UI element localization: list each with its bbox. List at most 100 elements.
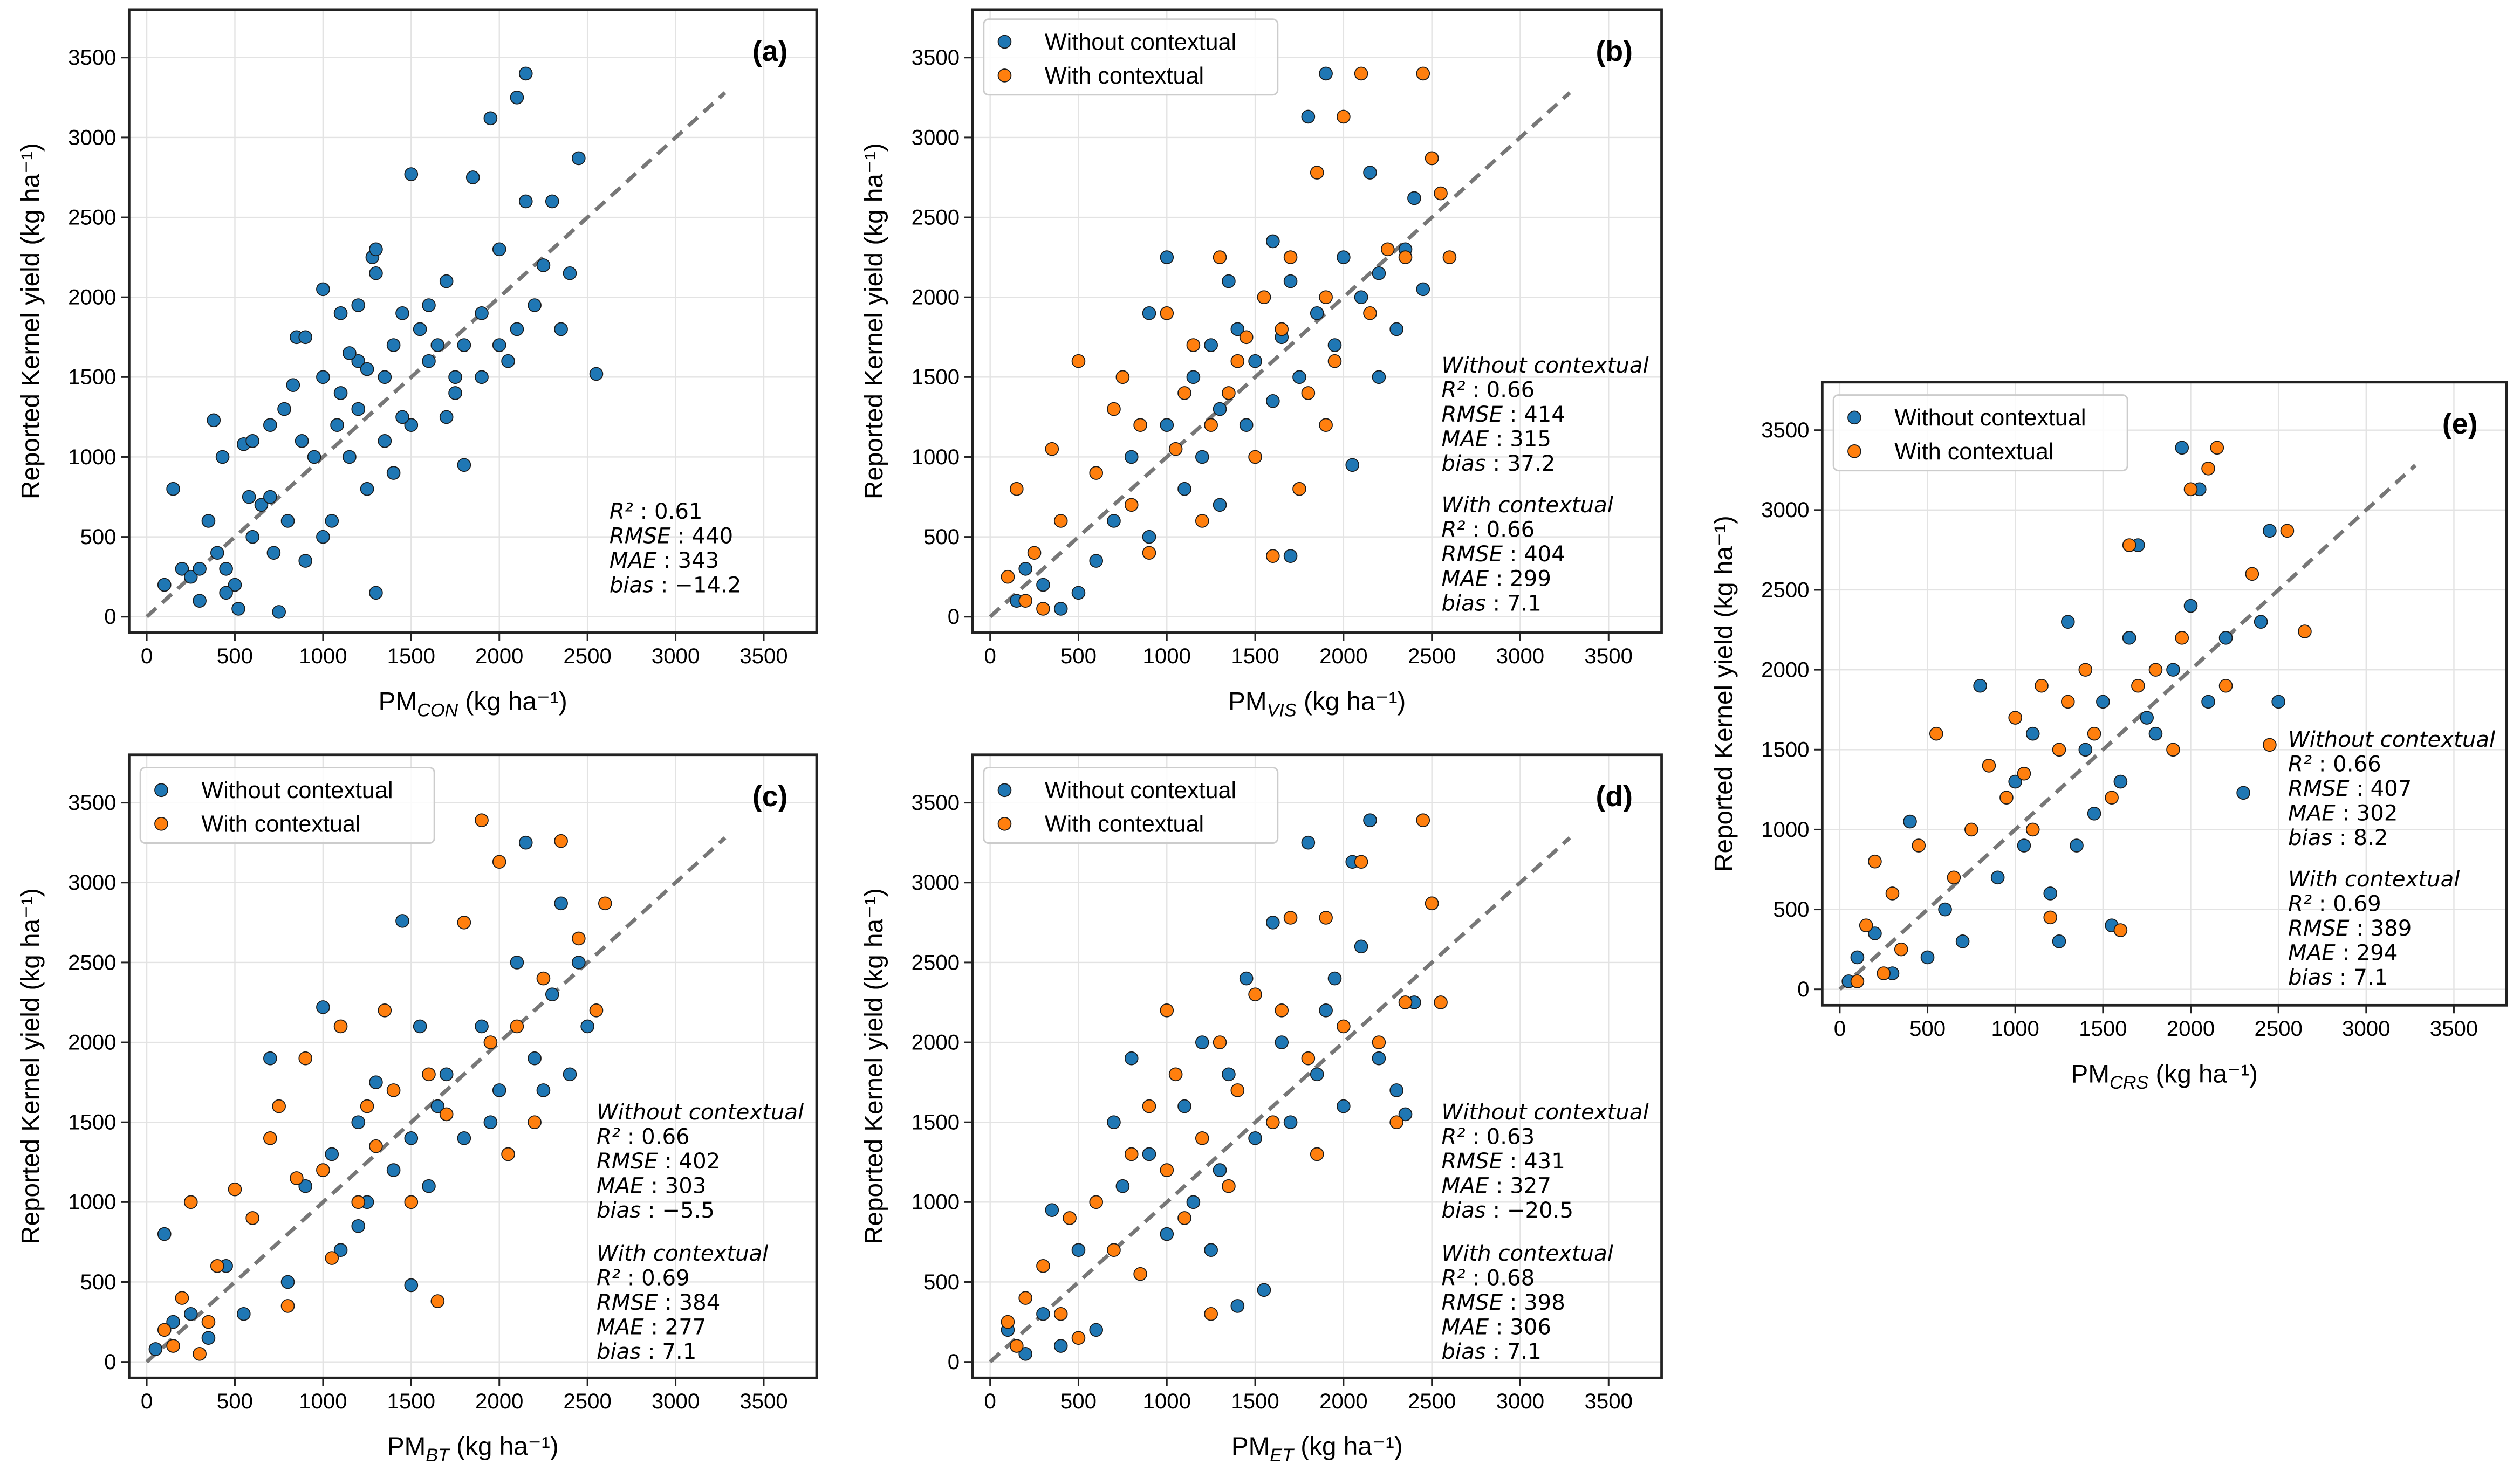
panel-e: 0 0 500 500 1000 1000 1500 1500 2000 2000 2500 2500… (1710, 381, 2508, 1093)
data-point (1248, 1131, 1262, 1145)
data-point (1425, 151, 1439, 166)
y-tick-label: 3000 (912, 870, 960, 895)
stat-label: MAE (610, 548, 657, 573)
data-point (245, 434, 259, 448)
data-point (2060, 695, 2075, 709)
stats-title: With contextual (1442, 1241, 1613, 1266)
stat-bias: bias : 7.1 (2288, 965, 2388, 990)
data-point (272, 1099, 286, 1113)
data-point (1195, 514, 1209, 528)
stats-title: Without contextual (597, 1100, 804, 1125)
data-point (1319, 1003, 1333, 1018)
data-point (242, 490, 256, 504)
stat-value: 407 (2371, 776, 2412, 801)
y-tick-label: 1000 (1761, 817, 1809, 842)
data-point (2078, 663, 2093, 677)
data-point (280, 1299, 295, 1313)
data-point (228, 1182, 242, 1197)
data-point (492, 855, 506, 869)
data-point (589, 1003, 604, 1018)
series-without-contextual (157, 66, 604, 619)
x-axis-label: PMBT (kg ha⁻¹) (387, 1432, 559, 1466)
data-point (395, 410, 409, 424)
stat-label: bias (597, 1198, 641, 1223)
data-point (457, 1131, 471, 1145)
data-point (1850, 974, 1865, 988)
data-point (1186, 370, 1201, 384)
data-point (219, 586, 233, 600)
stat-separator: : (1503, 1290, 1524, 1315)
data-point (1345, 458, 1360, 472)
data-point (1266, 916, 1280, 930)
x-tick-label: 2000 (2167, 1016, 2215, 1041)
data-point (475, 306, 489, 320)
data-point (369, 586, 383, 600)
data-point (1248, 354, 1262, 368)
data-point (1213, 498, 1227, 512)
data-point (1071, 1243, 1086, 1257)
stat-separator: : (1466, 1124, 1487, 1149)
stat-label: bias (1442, 1339, 1486, 1364)
stat-value: −20.5 (1507, 1198, 1573, 1223)
data-point (231, 602, 245, 616)
stat-bias: bias : 37.2 (1442, 451, 1556, 476)
stat-separator: : (620, 1266, 641, 1290)
data-point (1425, 896, 1439, 911)
data-point (510, 1019, 524, 1034)
stat-label: RMSE (1442, 542, 1503, 567)
data-point (1292, 482, 1306, 496)
data-point (1239, 418, 1254, 432)
y-tick-label: 3500 (68, 791, 116, 815)
data-point (1354, 290, 1368, 304)
data-point (2008, 774, 2023, 789)
data-point (1389, 1083, 1403, 1097)
stat-label: MAE (1442, 1173, 1489, 1198)
data-point (193, 1347, 207, 1361)
stat-value: 384 (679, 1290, 721, 1315)
data-point (404, 1131, 419, 1145)
data-point (1337, 250, 1351, 264)
data-point (333, 1019, 348, 1034)
stat-label: R² (597, 1124, 620, 1149)
stat-value: 299 (1510, 567, 1551, 592)
data-point (1107, 514, 1121, 528)
data-point (193, 562, 207, 576)
stat-rmse: RMSE : 414 (1442, 402, 1565, 427)
data-point (369, 1139, 383, 1153)
data-point (1301, 835, 1316, 850)
data-point (351, 1219, 366, 1233)
data-point (343, 346, 357, 360)
stat-separator: : (1503, 1149, 1524, 1174)
y-tick-label: 1500 (912, 1110, 960, 1135)
data-point (2263, 738, 2277, 752)
y-tick-label: 2500 (68, 950, 116, 974)
data-point (1177, 482, 1191, 496)
data-point (2271, 695, 2285, 709)
data-point (457, 338, 471, 352)
stat-label: bias (597, 1339, 641, 1364)
panel-c: 0 0 500 500 1000 1000 1500 1500 2000 2000 2500 2500… (17, 753, 818, 1466)
panel-b: 00 500 500 1000 1000 1500 1500 2000 2000 2500 2500… (860, 8, 1663, 720)
data-point (148, 1342, 163, 1356)
one-to-one-line (1838, 464, 2417, 991)
data-point (351, 1195, 366, 1209)
stat-value: 398 (1524, 1290, 1565, 1315)
data-point (1107, 1115, 1121, 1130)
y-tick-label: 2000 (68, 1030, 116, 1054)
data-point (1920, 950, 1935, 965)
data-point (2052, 934, 2066, 948)
stat-label: bias (1442, 591, 1486, 616)
stat-separator: : (1489, 1315, 1510, 1340)
data-point (501, 354, 515, 368)
data-point (536, 258, 551, 272)
stat-separator: : (658, 1290, 679, 1315)
data-point (207, 413, 221, 428)
data-point (1363, 306, 1377, 320)
data-point (1292, 370, 1306, 384)
x-tick-label: 3500 (739, 644, 788, 668)
stat-value: 303 (665, 1173, 707, 1198)
data-point (2113, 923, 2128, 937)
